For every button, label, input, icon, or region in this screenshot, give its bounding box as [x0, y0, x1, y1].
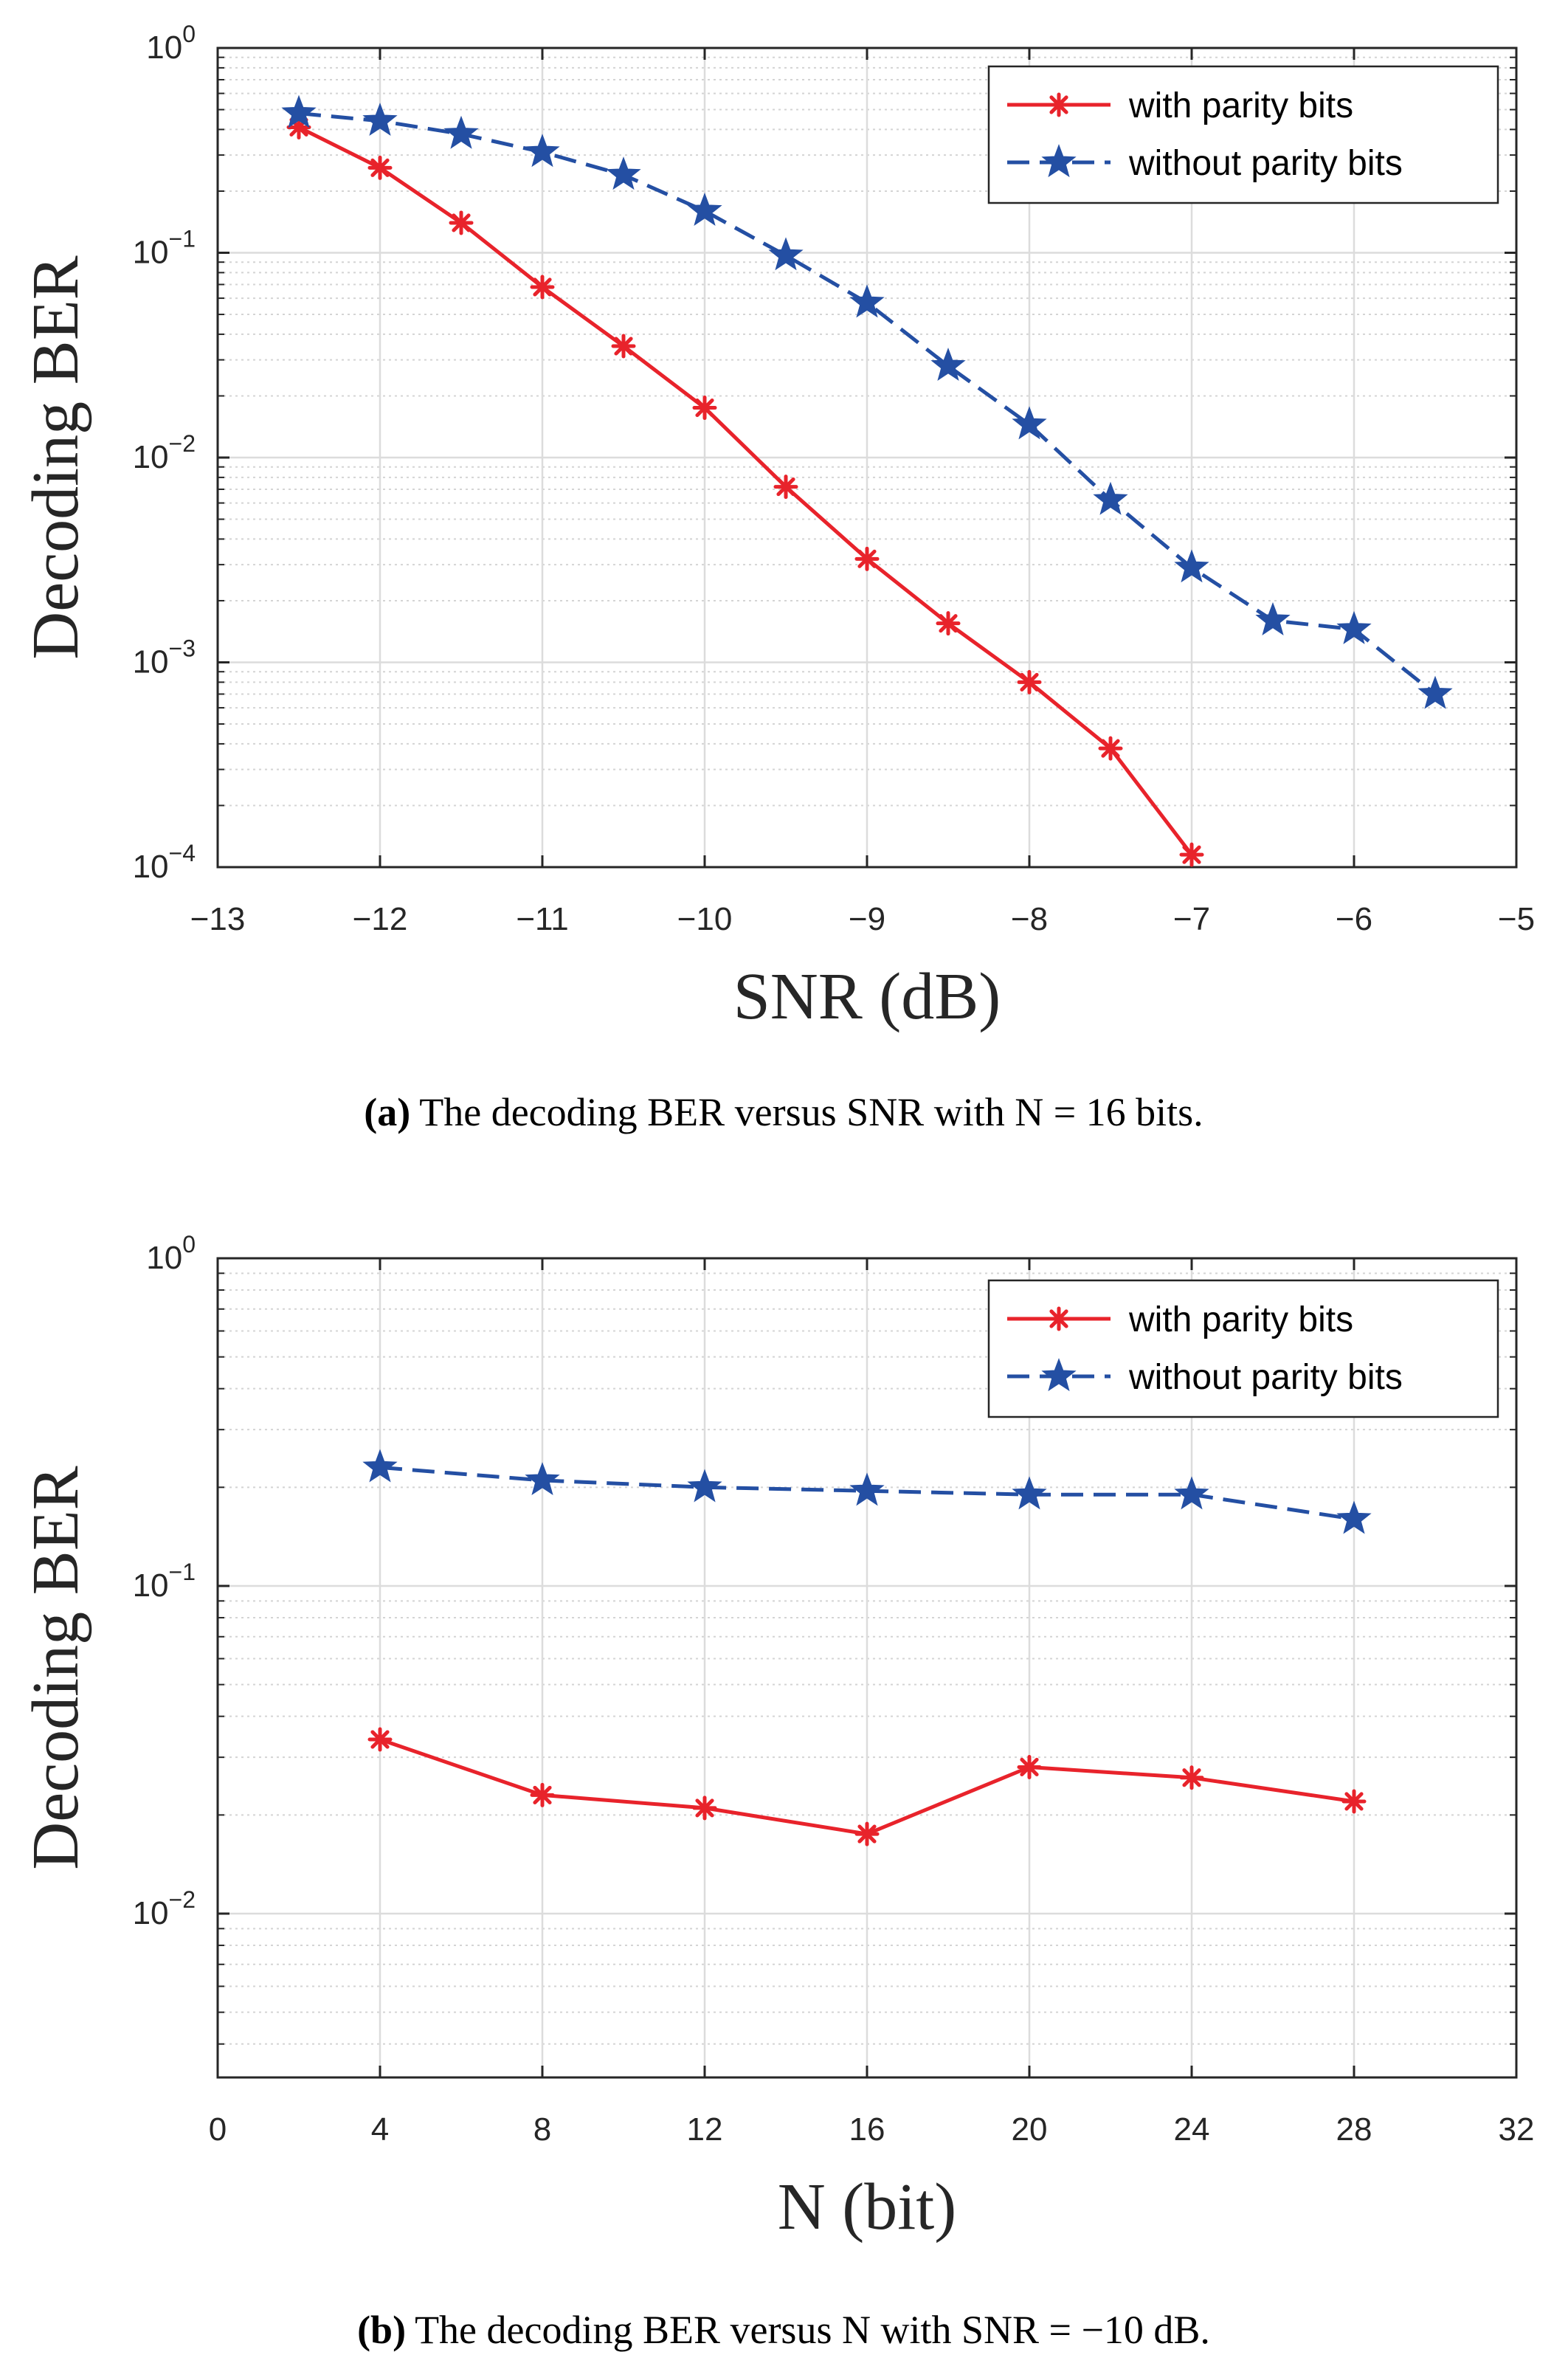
series-without-parity: [281, 94, 1453, 709]
y-tick-label: 10−2: [133, 1886, 196, 1931]
star-marker: [930, 348, 966, 382]
caption-a-label: (a): [364, 1090, 410, 1134]
asterisk-marker: [449, 210, 474, 235]
x-tick-label: 32: [1499, 2111, 1535, 2148]
star-marker: [687, 1469, 722, 1503]
star-marker: [1336, 1500, 1372, 1534]
legend-star-marker: [1041, 144, 1077, 178]
x-tick-label: −11: [516, 901, 568, 937]
legend: with parity bits without parity bits: [987, 65, 1499, 204]
legend-asterisk-marker: [1046, 1306, 1071, 1331]
star-marker: [1174, 1476, 1209, 1510]
x-tick-label: 16: [849, 2111, 885, 2148]
legend-label: with parity bits: [1128, 1300, 1353, 1339]
asterisk-marker: [367, 155, 393, 180]
asterisk-marker: [773, 475, 798, 500]
y-tick-label: 10−1: [133, 1559, 196, 1604]
star-marker: [525, 1462, 560, 1496]
legend-asterisk-marker: [1046, 92, 1071, 117]
x-tick-label: 12: [687, 2111, 723, 2148]
series-with-parity: [367, 1727, 1367, 1846]
y-tick-label: 10−3: [133, 635, 196, 680]
caption-b: (b) The decoding BER versus N with SNR = …: [357, 2308, 1210, 2352]
x-tick-label: −7: [1173, 901, 1210, 937]
star-marker: [1174, 549, 1209, 583]
star-marker: [849, 284, 885, 318]
chart-a: −13 −12 −11 −10 −9 −8 −7 −6 −5 10−4 10−3 10−2 10−1 10…: [19, 21, 1535, 1033]
caption-b-label: (b): [357, 2308, 406, 2352]
star-marker: [1336, 610, 1372, 644]
asterisk-marker: [530, 275, 555, 300]
x-tick-label: −8: [1011, 901, 1048, 937]
legend-label: with parity bits: [1128, 86, 1353, 125]
legend-label: without parity bits: [1128, 1358, 1403, 1397]
legend-box: [987, 65, 1499, 204]
asterisk-marker: [611, 334, 636, 359]
x-tick-label: −5: [1498, 901, 1535, 937]
x-tick-label: −13: [190, 901, 246, 937]
x-tick-label: 24: [1174, 2111, 1210, 2148]
legend-box: [987, 1279, 1499, 1418]
chart-b: 0 4 8 12 16 20 24 28 32 10−2 10−1 100 N (bit) Decodin…: [19, 1231, 1534, 2243]
star-marker: [768, 237, 804, 271]
series-line: [297, 125, 1193, 856]
star-marker: [443, 115, 479, 149]
x-tick-label: −9: [849, 901, 885, 937]
y-tick-label: 10−4: [133, 840, 196, 885]
star-marker: [362, 103, 398, 137]
legend: with parity bits without parity bits: [987, 1279, 1499, 1418]
star-marker: [1417, 675, 1453, 709]
star-marker: [849, 1472, 885, 1506]
caption-a: (a) The decoding BER versus SNR with N = …: [364, 1090, 1203, 1134]
caption-a-text: The decoding BER versus SNR with N = 16 …: [419, 1090, 1203, 1134]
asterisk-marker: [692, 1796, 717, 1821]
x-tick-label: −6: [1336, 901, 1372, 937]
star-marker: [687, 193, 722, 226]
asterisk-marker: [1179, 842, 1204, 867]
star-marker: [606, 156, 641, 190]
asterisk-marker: [1179, 1765, 1204, 1790]
asterisk-marker: [854, 1821, 880, 1846]
asterisk-marker: [1017, 669, 1042, 694]
y-axis-label: Decoding BER: [19, 255, 92, 659]
star-marker: [281, 94, 317, 128]
x-tick-label: −10: [677, 901, 733, 937]
series-with-parity: [286, 114, 1204, 867]
star-marker: [525, 134, 560, 168]
asterisk-marker: [1017, 1754, 1042, 1779]
x-tick-label: 0: [209, 2111, 227, 2148]
y-tick-label: 10−2: [133, 430, 196, 475]
star-marker: [1093, 481, 1128, 515]
legend-star-marker: [1041, 1358, 1077, 1392]
caption-b-text: The decoding BER versus N with SNR = −10…: [415, 2308, 1210, 2352]
star-marker: [1012, 1476, 1047, 1510]
x-axis-label: N (bit): [778, 2170, 956, 2243]
x-tick-label: 28: [1336, 2111, 1372, 2148]
y-axis-label: Decoding BER: [19, 1466, 92, 1869]
x-tick-label: 8: [533, 2111, 551, 2148]
asterisk-marker: [936, 611, 961, 636]
star-marker: [1012, 406, 1047, 440]
x-axis-label: SNR (dB): [733, 960, 1001, 1033]
star-marker: [362, 1449, 398, 1483]
asterisk-marker: [530, 1782, 555, 1807]
series-without-parity: [362, 1449, 1372, 1534]
asterisk-marker: [692, 396, 717, 421]
x-tick-label: −12: [353, 901, 408, 937]
y-tick-label: 100: [146, 21, 196, 66]
asterisk-marker: [854, 546, 880, 571]
legend-label: without parity bits: [1128, 144, 1403, 183]
star-marker: [1255, 602, 1291, 635]
asterisk-marker: [1098, 736, 1123, 761]
x-tick-label: 4: [371, 2111, 389, 2148]
asterisk-marker: [367, 1727, 393, 1752]
y-tick-label: 100: [146, 1231, 196, 1276]
y-tick-label: 10−1: [133, 226, 196, 271]
x-tick-label: 20: [1012, 2111, 1048, 2148]
asterisk-marker: [1341, 1789, 1367, 1814]
